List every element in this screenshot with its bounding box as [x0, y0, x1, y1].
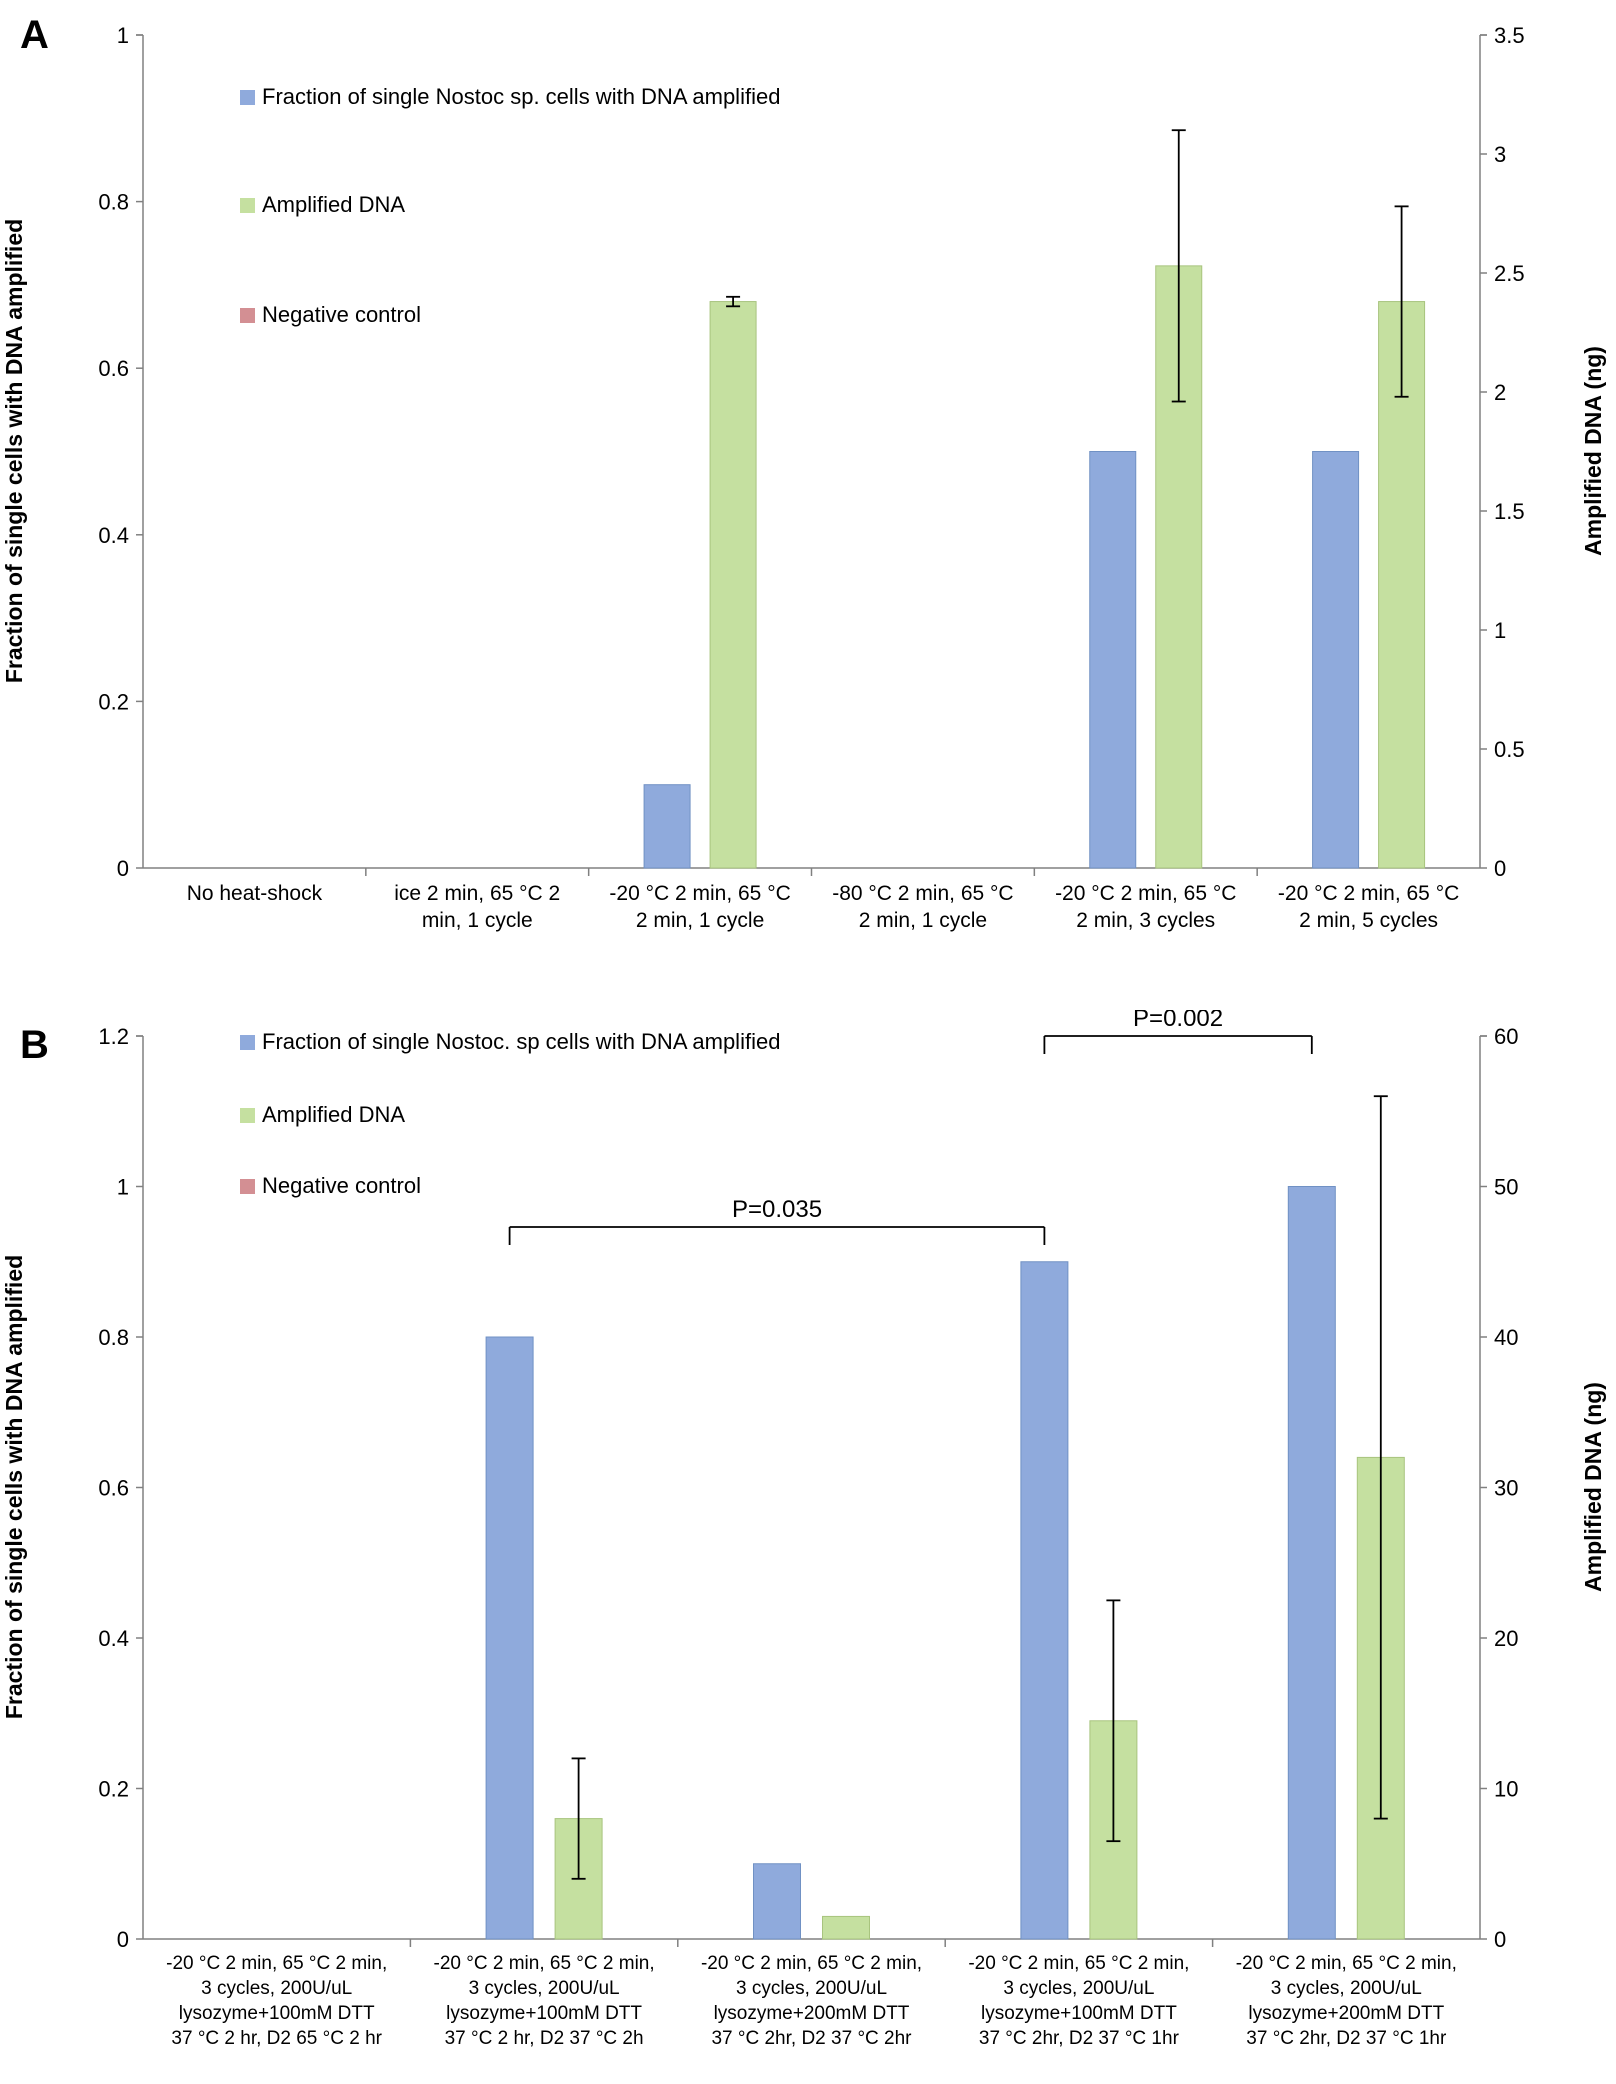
svg-text:3 cycles, 200U/uL: 3 cycles, 200U/uL [1271, 1978, 1422, 1999]
svg-text:lysozyme+200mM DTT: lysozyme+200mM DTT [1248, 2003, 1444, 2024]
svg-text:3: 3 [1494, 142, 1506, 167]
svg-text:2 min, 3 cycles: 2 min, 3 cycles [1076, 909, 1215, 932]
svg-text:0.8: 0.8 [98, 1325, 129, 1350]
svg-text:3 cycles, 200U/uL: 3 cycles, 200U/uL [201, 1978, 352, 1999]
svg-text:2.5: 2.5 [1494, 261, 1525, 286]
svg-text:Amplified DNA: Amplified DNA [262, 1102, 405, 1127]
svg-text:3.5: 3.5 [1494, 23, 1525, 48]
svg-text:2 min, 5 cycles: 2 min, 5 cycles [1299, 909, 1438, 932]
svg-text:1: 1 [117, 1175, 129, 1200]
svg-text:0: 0 [117, 856, 129, 881]
svg-text:No heat-shock: No heat-shock [187, 882, 323, 905]
svg-text:1.2: 1.2 [98, 1024, 129, 1049]
svg-text:-20 °C 2 min, 65 °C: -20 °C 2 min, 65 °C [1055, 882, 1236, 905]
svg-text:Amplified DNA: Amplified DNA [262, 192, 405, 217]
svg-text:0.5: 0.5 [1494, 737, 1525, 762]
svg-text:1: 1 [1494, 618, 1506, 643]
svg-text:3 cycles, 200U/uL: 3 cycles, 200U/uL [469, 1978, 620, 1999]
svg-text:37 °C 2 hr, D2 65 °C 2 hr: 37 °C 2 hr, D2 65 °C 2 hr [171, 2028, 382, 2049]
svg-text:Fraction of single cells with: Fraction of single cells with DNA amplif… [1, 219, 27, 683]
svg-text:lysozyme+100mM DTT: lysozyme+100mM DTT [446, 2003, 642, 2024]
svg-text:Fraction of single cells with: Fraction of single cells with DNA amplif… [1, 1255, 27, 1719]
svg-text:0.2: 0.2 [98, 1777, 129, 1802]
svg-text:2 min, 1 cycle: 2 min, 1 cycle [859, 909, 987, 932]
svg-text:0: 0 [117, 1927, 129, 1952]
svg-text:0.6: 0.6 [98, 356, 129, 381]
svg-text:3 cycles, 200U/uL: 3 cycles, 200U/uL [1003, 1978, 1154, 1999]
svg-text:3 cycles, 200U/uL: 3 cycles, 200U/uL [736, 1978, 887, 1999]
svg-text:-80 °C 2 min, 65 °C: -80 °C 2 min, 65 °C [832, 882, 1013, 905]
svg-text:-20 °C 2 min, 65 °C 2 min,: -20 °C 2 min, 65 °C 2 min, [1236, 1953, 1457, 1974]
svg-text:min, 1 cycle: min, 1 cycle [422, 909, 533, 932]
svg-text:P=0.035: P=0.035 [732, 1196, 822, 1223]
svg-text:Negative control: Negative control [262, 302, 421, 327]
svg-text:Negative control: Negative control [262, 1173, 421, 1198]
svg-text:40: 40 [1494, 1325, 1518, 1350]
svg-text:37 °C 2hr, D2 37 °C 2hr: 37 °C 2hr, D2 37 °C 2hr [711, 2028, 912, 2049]
svg-text:10: 10 [1494, 1777, 1518, 1802]
svg-text:0.6: 0.6 [98, 1476, 129, 1501]
svg-text:-20 °C 2 min, 65 °C: -20 °C 2 min, 65 °C [609, 882, 790, 905]
svg-text:lysozyme+200mM DTT: lysozyme+200mM DTT [714, 2003, 910, 2024]
svg-text:Amplified DNA (ng): Amplified DNA (ng) [1580, 346, 1606, 556]
svg-text:1: 1 [117, 23, 129, 48]
svg-text:Fraction of single Nostoc sp.: Fraction of single Nostoc sp. cells with… [262, 84, 780, 109]
svg-text:0.4: 0.4 [98, 1626, 129, 1651]
svg-text:2 min, 1 cycle: 2 min, 1 cycle [636, 909, 764, 932]
svg-text:0: 0 [1494, 1927, 1506, 1952]
svg-text:50: 50 [1494, 1175, 1518, 1200]
svg-text:Amplified DNA (ng): Amplified DNA (ng) [1580, 1382, 1606, 1592]
svg-text:37 °C 2hr, D2 37 °C 1hr: 37 °C 2hr, D2 37 °C 1hr [1246, 2028, 1447, 2049]
svg-text:37 °C 2 hr, D2 37 °C 2h: 37 °C 2 hr, D2 37 °C 2h [445, 2028, 644, 2049]
svg-text:-20 °C 2 min, 65 °C 2 min,: -20 °C 2 min, 65 °C 2 min, [701, 1953, 922, 1974]
svg-text:0.2: 0.2 [98, 689, 129, 714]
svg-text:1.5: 1.5 [1494, 499, 1525, 524]
svg-text:37 °C 2hr, D2 37 °C 1hr: 37 °C 2hr, D2 37 °C 1hr [979, 2028, 1180, 2049]
svg-text:0.4: 0.4 [98, 523, 129, 548]
svg-text:-20 °C 2 min, 65 °C 2 min,: -20 °C 2 min, 65 °C 2 min, [166, 1953, 387, 1974]
svg-text:-20 °C 2 min, 65 °C 2 min,: -20 °C 2 min, 65 °C 2 min, [968, 1953, 1189, 1974]
svg-text:20: 20 [1494, 1626, 1518, 1651]
svg-text:Fraction of single Nostoc. sp: Fraction of single Nostoc. sp cells with… [262, 1029, 780, 1054]
svg-text:P=0.002: P=0.002 [1133, 1010, 1223, 1032]
svg-text:2: 2 [1494, 380, 1506, 405]
svg-text:30: 30 [1494, 1476, 1518, 1501]
svg-text:lysozyme+100mM DTT: lysozyme+100mM DTT [981, 2003, 1177, 2024]
svg-text:B: B [20, 1023, 49, 1067]
svg-text:60: 60 [1494, 1024, 1518, 1049]
svg-text:-20 °C 2 min, 65 °C: -20 °C 2 min, 65 °C [1278, 882, 1459, 905]
svg-text:0: 0 [1494, 856, 1506, 881]
svg-text:0.8: 0.8 [98, 190, 129, 215]
svg-text:-20 °C 2 min, 65 °C 2 min,: -20 °C 2 min, 65 °C 2 min, [434, 1953, 655, 1974]
svg-text:A: A [20, 13, 49, 57]
svg-text:ice 2 min, 65 °C 2: ice 2 min, 65 °C 2 [394, 882, 560, 905]
svg-text:lysozyme+100mM DTT: lysozyme+100mM DTT [179, 2003, 375, 2024]
